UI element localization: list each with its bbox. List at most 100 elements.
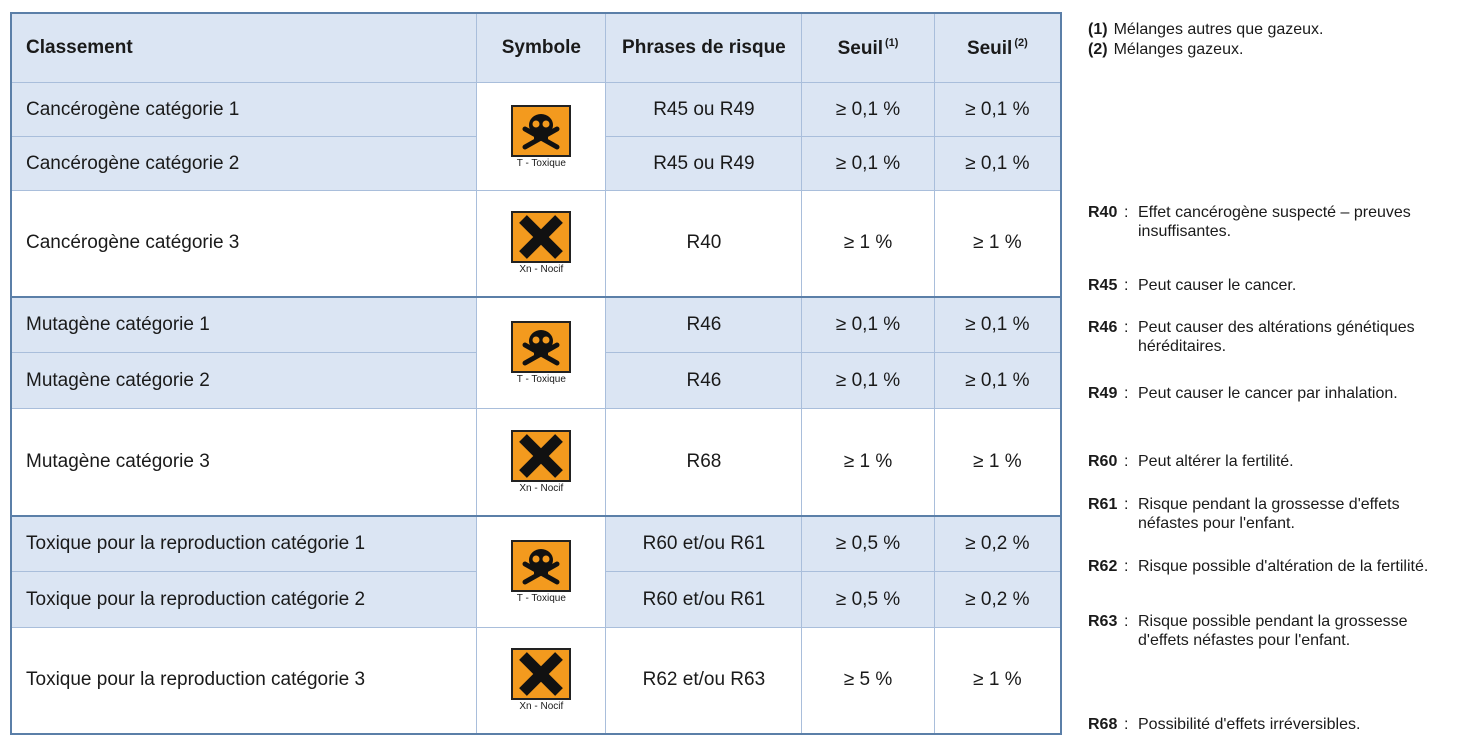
header-text: Seuil	[966, 37, 1013, 59]
symbol-label: T - Toxique	[516, 592, 566, 604]
legend-code: R60	[1088, 453, 1118, 470]
phrases-cell: R68	[605, 408, 803, 516]
header-text: Phrases de risque	[622, 37, 786, 58]
phrases-cell: R40	[605, 190, 803, 297]
seuil1-cell: ≥ 0,1 %	[801, 82, 935, 137]
table-row: Toxique pour la reproduction catégorie 1…	[10, 514, 1062, 628]
legend-code: R61	[1088, 496, 1118, 513]
seuil2-cell: ≥ 1 %	[933, 190, 1062, 297]
symbol-cell: T - Toxique	[476, 295, 607, 409]
legend-sep: :	[1124, 385, 1129, 402]
header-text: Seuil	[837, 37, 884, 59]
legend-text: Peut altérer la fertilité.	[1138, 453, 1294, 470]
table-row: Cancérogène catégorie 1 T - Toxique R45 ou…	[10, 82, 1062, 191]
seuil2-cell: ≥ 1 %	[933, 627, 1062, 734]
legend-sep: :	[1124, 613, 1129, 630]
classement-cell: Mutagène catégorie 1	[10, 295, 478, 353]
phrases-cell: R45 ou R49	[605, 136, 803, 191]
table-row: Mutagène catégorie 2 R46 ≥ 0,1 % ≥ 0,1 %	[10, 352, 1062, 409]
table-row: Cancérogène catégorie 3 Xn - Nocif R40 ≥ 1 …	[10, 190, 1062, 297]
phrases-cell: R60 et/ou R61	[605, 571, 803, 628]
legend-item: R63: Risque possible pendant la grossesse…	[1088, 612, 1458, 650]
legend-sep: :	[1124, 277, 1129, 294]
note: (1) Mélanges autres que gazeux.	[1088, 20, 1323, 40]
symbol-label: Xn - Nocif	[519, 701, 564, 713]
symbol-cell: Xn - Nocif	[476, 627, 607, 734]
legend-item: R62: Risque possible d'altération de la f…	[1088, 557, 1458, 576]
classement-cell: Toxique pour la reproduction catégorie 2	[10, 571, 478, 628]
legend-sep: :	[1124, 204, 1129, 221]
legend-code: R49	[1088, 385, 1118, 402]
seuil1-cell: ≥ 0,5 %	[801, 514, 935, 572]
seuil1-cell: ≥ 0,1 %	[801, 352, 935, 409]
header-cell: Phrases de risque	[605, 12, 803, 83]
seuil1-cell: ≥ 0,5 %	[801, 571, 935, 628]
legend-text: Possibilité d'effets irréversibles.	[1138, 716, 1361, 733]
hazard-icon	[511, 540, 571, 592]
table-row: Toxique pour la reproduction catégorie 2…	[10, 571, 1062, 628]
symbol-cell: T - Toxique	[476, 514, 607, 628]
legend-item: R46: Peut causer des altérations génétiqu…	[1088, 318, 1458, 356]
symbol-cell: T - Toxique	[476, 82, 607, 191]
seuil2-cell: ≥ 0,2 %	[933, 514, 1062, 572]
header-cell: Seuil (2)	[933, 12, 1062, 83]
legend-code: R63	[1088, 613, 1118, 630]
legend-code: R40	[1088, 204, 1118, 221]
legend-text: Peut causer le cancer.	[1138, 277, 1297, 294]
symbol-label: Xn - Nocif	[519, 482, 564, 494]
table-row: Mutagène catégorie 3 Xn - Nocif R68 ≥ 1 % ≥ …	[10, 408, 1062, 516]
legend-sep: :	[1124, 453, 1129, 470]
legend-item: R49: Peut causer le cancer par inhalation…	[1088, 384, 1458, 403]
legend-code: R45	[1088, 277, 1118, 294]
symbol-label: T - Toxique	[516, 373, 566, 385]
classement-cell: Cancérogène catégorie 3	[10, 190, 478, 297]
classement-cell: Mutagène catégorie 2	[10, 352, 478, 409]
legend-text: Risque pendant la grossesse d'effets néf…	[1138, 496, 1400, 532]
seuil1-cell: ≥ 0,1 %	[801, 295, 935, 353]
symbol-cell: Xn - Nocif	[476, 408, 607, 516]
header-cell: Classement	[10, 12, 478, 83]
hazard-icon	[511, 105, 571, 157]
table-row: Toxique pour la reproduction catégorie 3…	[10, 627, 1062, 734]
legend-code: R62	[1088, 558, 1118, 575]
hazard-icon	[511, 321, 571, 373]
header-text: Classement	[26, 37, 133, 58]
table-row: Cancérogène catégorie 2 R45 ou R49 ≥ 0,1 %…	[10, 136, 1062, 191]
legend-item: R61: Risque pendant la grossesse d'effets…	[1088, 495, 1458, 533]
hazard-icon	[511, 430, 571, 482]
seuil1-cell: ≥ 1 %	[801, 190, 935, 297]
legend-item: R60: Peut altérer la fertilité.	[1088, 452, 1458, 471]
header-sup: (2)	[1014, 36, 1028, 49]
phrases-cell: R46	[605, 352, 803, 409]
symbol-cell: Xn - Nocif	[476, 190, 607, 297]
seuil2-cell: ≥ 0,1 %	[933, 82, 1062, 137]
legend-text: Risque possible pendant la grossesse d'e…	[1138, 613, 1408, 649]
legend-code: R46	[1088, 319, 1118, 336]
seuil2-cell: ≥ 0,1 %	[933, 136, 1062, 191]
note: (2) Mélanges gazeux.	[1088, 40, 1323, 60]
legend-sep: :	[1124, 319, 1129, 336]
classement-cell: Mutagène catégorie 3	[10, 408, 478, 516]
classement-cell: Toxique pour la reproduction catégorie 3	[10, 627, 478, 734]
header-row: Classement Symbole Phrases de risque Seuil(…	[10, 12, 1062, 83]
seuil2-cell: ≥ 0,1 %	[933, 352, 1062, 409]
header-text: Symbole	[501, 37, 581, 58]
legend-item: R40: Effet cancérogène suspecté – preuves…	[1088, 203, 1458, 241]
classement-cell: Cancérogène catégorie 2	[10, 136, 478, 191]
note-text: Mélanges gazeux.	[1113, 41, 1244, 58]
phrases-cell: R45 ou R49	[605, 82, 803, 137]
legend-sep: :	[1124, 496, 1129, 513]
legend-text: Peut causer le cancer par inhalation.	[1138, 385, 1398, 402]
classement-cell: Toxique pour la reproduction catégorie 1	[10, 514, 478, 572]
legend-item: R45: Peut causer le cancer.	[1088, 276, 1458, 295]
phrases-cell: R46	[605, 295, 803, 353]
hazard-icon	[511, 211, 571, 263]
classification-table: Classement Symbole Phrases de risque Seuil(…	[10, 12, 1062, 735]
note-text: Mélanges autres que gazeux.	[1113, 21, 1324, 38]
hazard-icon	[511, 648, 571, 700]
legend-sep: :	[1124, 558, 1129, 575]
seuil2-cell: ≥ 0,1 %	[933, 295, 1062, 353]
seuil2-cell: ≥ 0,2 %	[933, 571, 1062, 628]
